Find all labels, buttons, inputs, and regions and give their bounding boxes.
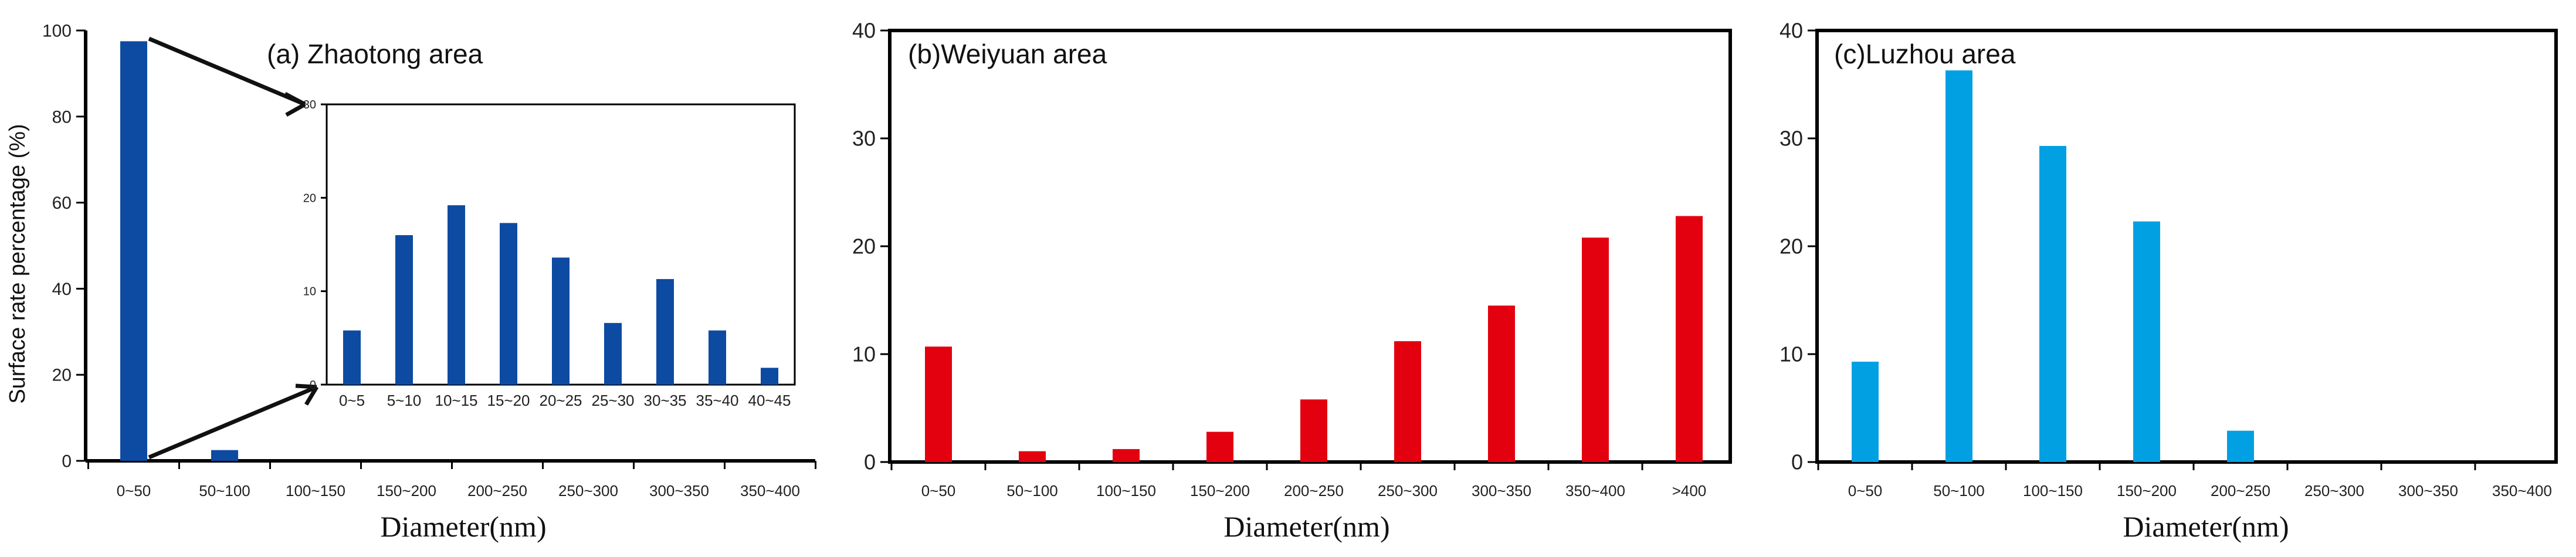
y-tick-label-c-4: 40: [1780, 19, 1803, 43]
x-tick-label-b-6: 300~350: [1472, 482, 1531, 500]
bar-a-inset-2: [448, 205, 465, 385]
bar-c-1: [1945, 70, 1972, 462]
x-tick-label-c-2: 100~150: [2023, 482, 2083, 500]
y-tick-label-a-3: 60: [52, 193, 72, 213]
bar-a-inset-6: [656, 278, 674, 385]
y-tick-label-c-3: 30: [1780, 127, 1803, 151]
x-tick-label-b-3: 150~200: [1190, 482, 1250, 500]
panel-a-title: (a) Zhaotong area: [267, 39, 483, 69]
bar-b-4: [1300, 399, 1327, 462]
bar-a-inset-3: [500, 223, 517, 385]
y-tick-label-a-1: 20: [52, 366, 72, 385]
x-tick-label-c-0: 0~50: [1848, 482, 1883, 500]
y-tick-label-b-4: 40: [852, 19, 876, 43]
panel-a-xlabel: Diameter(nm): [380, 510, 546, 543]
y-tick-label-a-4: 80: [52, 107, 72, 127]
x-tick-label-a-4: 200~250: [467, 482, 527, 500]
y-tick-label-c-0: 0: [1791, 450, 1803, 474]
x-tick-label-c-5: 250~300: [2304, 482, 2364, 500]
plot-frame-c: [1815, 29, 2558, 464]
zoom-arrowhead-bottom: [295, 383, 319, 406]
bar-a-0: [120, 41, 147, 461]
bar-a-inset-4: [552, 257, 570, 385]
y-tick-label-a-inset-3: 30: [303, 99, 316, 111]
x-tick-label-a-inset-5: 25~30: [591, 392, 634, 409]
x-tick-label-a-inset-2: 10~15: [435, 392, 477, 409]
bar-a-inset-1: [395, 235, 413, 385]
x-tick-label-a-inset-1: 5~10: [387, 392, 422, 409]
x-tick-label-a-3: 150~200: [377, 482, 436, 500]
y-tick-label-c-1: 10: [1780, 342, 1803, 366]
bar-b-1: [1019, 451, 1046, 462]
y-tick-label-b-3: 30: [852, 127, 876, 151]
bar-b-7: [1582, 237, 1609, 462]
y-tick-label-b-1: 10: [852, 342, 876, 366]
panel-c-title: (c)Luzhou area: [1834, 39, 2016, 69]
y-tick-label-a-5: 100: [42, 22, 72, 41]
panel-c-xlabel: Diameter(nm): [2123, 510, 2289, 543]
panel-luzhou: (c)Luzhou area Diameter(nm) 0 10 20 30 40 0~5…: [1780, 19, 2558, 543]
x-tick-label-c-4: 200~250: [2211, 482, 2270, 500]
bar-b-3: [1206, 432, 1233, 462]
x-tick-label-b-7: 350~400: [1565, 482, 1625, 500]
bar-b-0: [925, 347, 952, 462]
x-tick-label-a-2: 100~150: [286, 482, 345, 500]
chart-c: 0 10 20 30 40 0~50 50~100 100~150 150~200 200~250…: [1780, 19, 2558, 500]
x-tick-label-b-4: 200~250: [1284, 482, 1344, 500]
bar-a-inset-5: [604, 322, 622, 385]
x-tick-label-c-1: 50~100: [1933, 482, 1984, 500]
x-tick-label-a-inset-7: 35~40: [696, 392, 738, 409]
bar-b-6: [1488, 305, 1515, 462]
bar-b-8: [1676, 216, 1703, 462]
chart-a-inset: 0 10 20 30 0~5 5~10 10~15 15~20 20~25 25~30 30~35 3…: [303, 99, 796, 409]
x-tick-label-a-1: 50~100: [199, 482, 250, 500]
y-tick-label-a-0: 0: [62, 452, 72, 471]
panel-weiyuan: (b)Weiyuan area Diameter(nm) 0 10 20 30 40 0~…: [852, 19, 1732, 543]
bar-c-0: [1852, 361, 1879, 462]
zoom-arrow-top: [148, 36, 306, 107]
x-tick-label-b-5: 250~300: [1378, 482, 1438, 500]
y-tick-label-a-inset-1: 10: [303, 286, 316, 298]
bar-a-inset-7: [709, 330, 726, 385]
x-tick-label-a-inset-3: 15~20: [487, 392, 530, 409]
x-tick-label-a-inset-0: 0~5: [339, 392, 365, 409]
x-tick-label-a-inset-4: 20~25: [539, 392, 582, 409]
x-tick-label-a-5: 250~300: [558, 482, 618, 500]
y-tick-label-c-2: 20: [1780, 235, 1803, 259]
bar-b-2: [1113, 449, 1140, 462]
bar-a-inset-0: [343, 330, 361, 385]
panel-a-ylabel: Surface rate percentage (%): [5, 124, 30, 403]
bar-a-1: [211, 450, 238, 461]
x-tick-label-a-inset-8: 40~45: [748, 392, 791, 409]
bar-c-3: [2133, 221, 2160, 462]
chart-b: 0 10 20 30 40 0~50 50~100 100~150 150~200 200~250…: [852, 19, 1732, 500]
x-tick-label-b-0: 0~50: [921, 482, 956, 500]
x-tick-label-b-2: 100~150: [1096, 482, 1156, 500]
bar-b-5: [1394, 341, 1421, 462]
x-tick-label-b-8: >400: [1672, 482, 1707, 500]
y-tick-label-b-0: 0: [864, 450, 876, 474]
zoom-arrowhead-top: [284, 91, 306, 117]
x-tick-label-a-7: 350~400: [740, 482, 800, 500]
x-tick-label-c-6: 300~350: [2398, 482, 2458, 500]
x-tick-label-c-7: 350~400: [2492, 482, 2552, 500]
bar-c-4: [2227, 430, 2254, 462]
panel-b-xlabel: Diameter(nm): [1223, 510, 1389, 543]
bar-c-2: [2039, 145, 2066, 462]
y-tick-label-a-inset-2: 20: [303, 192, 316, 205]
y-tick-label-a-inset-0: 0: [310, 379, 316, 392]
panel-zhaotong: (a) Zhaotong area Surface rate percentag…: [5, 22, 816, 543]
y-tick-label-b-2: 20: [852, 235, 876, 259]
x-tick-label-c-3: 150~200: [2117, 482, 2177, 500]
x-tick-label-b-1: 50~100: [1006, 482, 1057, 500]
y-tick-label-a-2: 40: [52, 280, 72, 299]
zoom-arrow-bottom: [148, 385, 318, 460]
x-tick-label-a-inset-6: 30~35: [643, 392, 686, 409]
x-tick-label-a-0: 0~50: [117, 482, 151, 500]
x-tick-label-a-6: 300~350: [649, 482, 709, 500]
bar-a-inset-8: [761, 368, 778, 385]
panel-b-title: (b)Weiyuan area: [908, 39, 1107, 69]
